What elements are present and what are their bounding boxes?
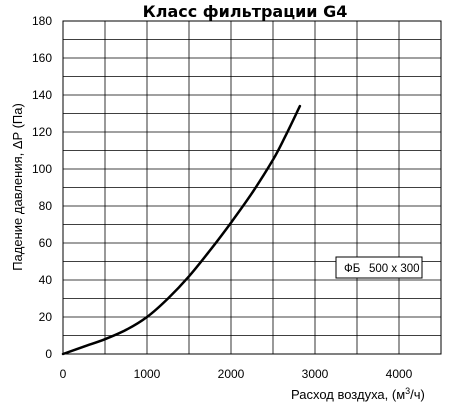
x-axis-label: Расход воздуха, (м3/ч) (291, 386, 425, 402)
x-axis-label-tail: /ч) (410, 387, 425, 402)
x-tick-label: 0 (60, 367, 67, 381)
y-tick-label: 80 (39, 199, 53, 213)
y-tick-label: 100 (32, 162, 52, 176)
y-tick-label: 160 (32, 51, 52, 65)
x-tick-label: 2000 (218, 367, 245, 381)
legend-label: ФБ (344, 263, 360, 275)
x-tick-label: 3000 (302, 367, 329, 381)
x-tick-label: 4000 (386, 367, 413, 381)
series-line (61, 104, 302, 356)
grid (63, 21, 441, 354)
y-tick-label: 20 (39, 310, 53, 324)
x-tick-label: 1000 (134, 367, 161, 381)
y-tick-label: 180 (32, 14, 52, 28)
y-axis-label: Падение давления, ΔP (Па) (10, 103, 25, 271)
legend-text: 500 x 300 (369, 263, 420, 275)
x-axis-label-main: Расход воздуха, (м (291, 387, 405, 402)
plot-border (62, 20, 442, 355)
y-tick-label: 140 (32, 88, 52, 102)
y-tick-label: 0 (45, 347, 52, 361)
y-tick-labels: 0 20 40 60 80 100 120 140 160 180 (32, 14, 52, 361)
chart-title: Класс фильтрации G4 (143, 2, 348, 21)
y-tick-label: 120 (32, 125, 52, 139)
x-axis-label-sup: 3 (405, 386, 410, 396)
legend-box: ФБ 500 x 300 (335, 256, 423, 279)
y-tick-label: 60 (39, 236, 53, 250)
x-tick-labels: 0 1000 2000 3000 4000 (60, 367, 413, 381)
y-tick-label: 40 (39, 273, 53, 287)
legend-box-frame (335, 256, 423, 279)
